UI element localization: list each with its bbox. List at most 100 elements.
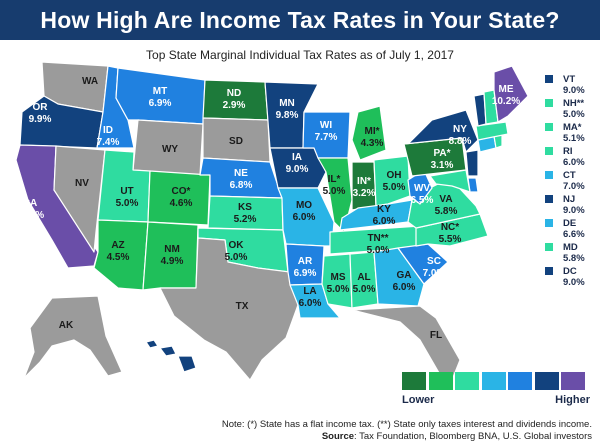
state-label-VA: VA	[439, 194, 452, 205]
state-rate-MO: 6.0%	[293, 212, 316, 223]
state-label-AK: AK	[59, 320, 74, 331]
state-label-FL: FL	[430, 330, 442, 341]
state-rate-TN: 5.0%	[367, 245, 390, 256]
state-rate-WV: 6.5%	[411, 195, 434, 206]
state-rate-OR: 9.9%	[29, 114, 52, 125]
state-rate-GA: 6.0%	[393, 282, 416, 293]
legend-abbr: VT	[563, 74, 576, 85]
state-label-WI: WI	[320, 120, 332, 131]
state-label-TX: TX	[236, 301, 249, 312]
state-rate-ME: 10.2%	[492, 96, 520, 107]
state-rate-MT: 6.9%	[149, 98, 172, 109]
state-rate-KY: 6.0%	[373, 216, 396, 227]
footnote: Note: (*) State has a flat income tax. (…	[221, 419, 592, 430]
legend-abbr: DE	[563, 218, 577, 229]
legend-swatch	[545, 267, 553, 275]
state-rate-LA: 6.0%	[299, 298, 322, 309]
state-label-NM: NM	[164, 244, 180, 255]
state-label-ME: ME	[499, 84, 514, 95]
state-rate-MS: 5.0%	[327, 284, 350, 295]
state-rate-CA: 13.3%	[16, 210, 44, 221]
legend-swatch	[545, 219, 553, 227]
legend-rate: 5.0%	[563, 109, 585, 120]
state-ME	[493, 65, 529, 123]
legend-swatch	[545, 123, 553, 131]
state-MI	[351, 105, 387, 161]
state-label-UT: UT	[120, 186, 133, 197]
state-label-NC: NC*	[441, 222, 459, 233]
state-label-IL: IL*	[328, 174, 341, 185]
state-HI	[145, 339, 197, 373]
state-label-KY: KY	[377, 204, 391, 215]
state-rate-SC: 7.0%	[423, 268, 446, 279]
scale-high-label: Higher	[555, 394, 590, 406]
state-label-WY: WY	[162, 144, 178, 155]
state-MS	[321, 253, 353, 309]
state-label-MI: MI*	[365, 126, 380, 137]
legend-swatch	[545, 171, 553, 179]
state-label-OR: OR	[33, 102, 49, 113]
state-rate-OH: 5.0%	[383, 182, 406, 193]
state-rate-NM: 4.9%	[161, 256, 184, 267]
state-label-MO: MO	[296, 200, 312, 211]
scale-swatch-t6	[534, 372, 559, 390]
legend-abbr: NJ	[563, 194, 576, 205]
scale-swatch-t3	[455, 372, 479, 390]
state-rate-IL: 5.0%	[323, 186, 346, 197]
legend-abbr: MA*	[563, 122, 582, 133]
state-rate-IN: 3.2%	[353, 188, 376, 199]
state-label-LA: LA	[303, 286, 316, 297]
state-rate-HI: 8.3%	[159, 386, 182, 397]
state-rate-KS: 5.2%	[234, 214, 257, 225]
state-TX	[159, 237, 299, 381]
state-label-NE: NE	[234, 168, 248, 179]
state-label-MN: MN	[279, 98, 295, 109]
title-banner: How High Are Income Tax Rates in Your St…	[0, 0, 600, 40]
legend-abbr: RI	[563, 146, 573, 157]
state-OH	[373, 155, 411, 207]
state-label-GA: GA	[397, 270, 412, 281]
source-label: Source	[321, 431, 355, 442]
state-rate-WI: 7.7%	[315, 132, 338, 143]
state-label-MT: MT	[153, 86, 167, 97]
state-label-WV: WV	[414, 183, 430, 194]
legend-swatch	[545, 147, 553, 155]
state-label-SD: SD	[229, 136, 243, 147]
state-label-AR: AR	[298, 256, 313, 267]
state-rate-ID: 7.4%	[97, 137, 120, 148]
scale-low-label: Lower	[402, 394, 435, 406]
state-label-AL: AL	[357, 272, 370, 283]
state-rate-UT: 5.0%	[116, 198, 139, 209]
color-scale: Lower Higher	[398, 372, 592, 412]
legend-rate: 9.0%	[563, 205, 585, 216]
state-label-HI: HI	[165, 374, 175, 385]
state-label-OK: OK	[229, 240, 245, 251]
state-MA	[475, 121, 509, 141]
state-rate-AZ: 4.5%	[107, 252, 130, 263]
scale-swatch-t5	[508, 372, 532, 390]
page-title: How High Are Income Tax Rates in Your St…	[40, 6, 560, 33]
state-label-MS: MS	[331, 272, 346, 283]
state-FL	[351, 305, 461, 381]
state-label-KS: KS	[238, 202, 252, 213]
scale-swatch-t2	[428, 372, 453, 390]
state-rate-NE: 6.8%	[230, 180, 253, 191]
state-label-IA: IA	[292, 152, 302, 163]
scale-swatch-t7	[561, 372, 585, 390]
legend-rate: 6.6%	[563, 229, 585, 240]
state-label-PA: PA*	[433, 148, 450, 159]
legend-rate: 5.1%	[563, 133, 585, 144]
state-label-SC: SC	[427, 256, 441, 267]
state-rate-CO: 4.6%	[170, 198, 193, 209]
state-label-WA: WA	[82, 76, 98, 87]
state-rate-NY: 8.8%	[449, 136, 472, 147]
legend-abbr: NH**	[563, 98, 585, 109]
state-label-IN: IN*	[357, 176, 371, 187]
state-label-CA: CA	[23, 198, 37, 209]
legend-swatch	[545, 195, 553, 203]
state-label-CO: CO*	[172, 186, 191, 197]
state-NY	[403, 109, 479, 153]
state-label-ND: ND	[227, 88, 241, 99]
state-rate-OK: 5.0%	[225, 252, 248, 263]
state-AK	[23, 295, 123, 379]
